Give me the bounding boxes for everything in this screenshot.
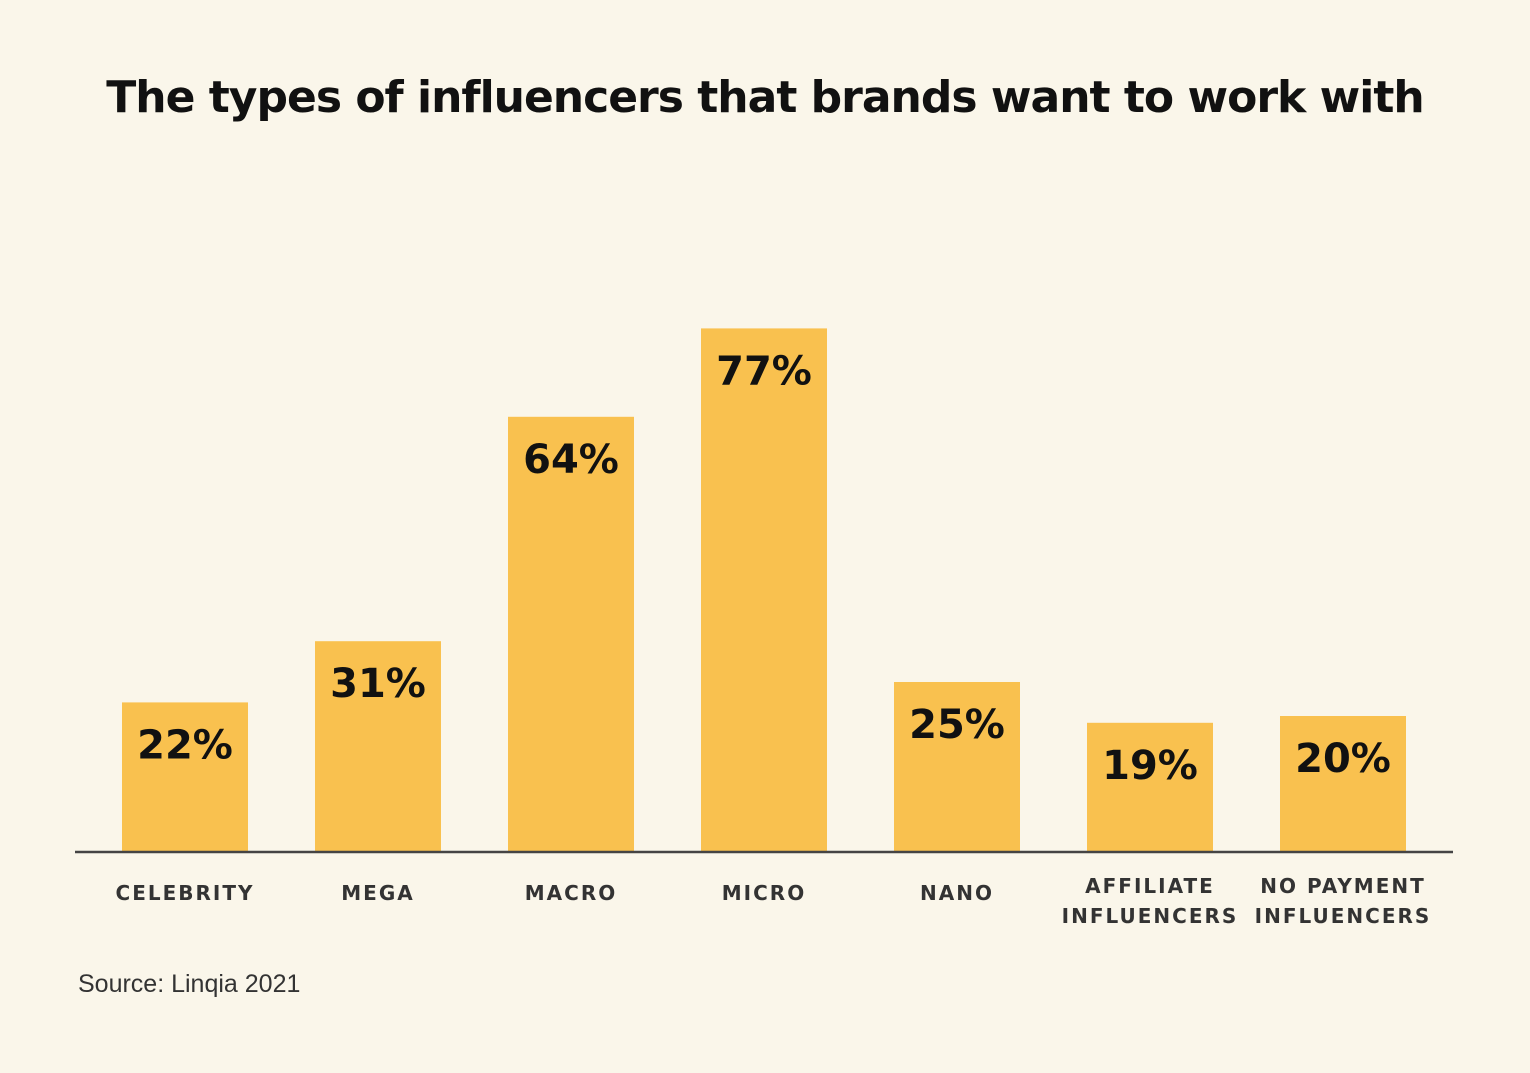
bar — [508, 416, 634, 852]
bar — [122, 702, 248, 852]
bar — [1087, 722, 1213, 852]
category-label: INFLUENCERS — [1255, 904, 1432, 928]
category-label: MACRO — [525, 881, 617, 905]
bar-value-label: 77% — [716, 348, 812, 394]
category-label: INFLUENCERS — [1062, 904, 1239, 928]
bar-value-label: 19% — [1102, 743, 1198, 789]
category-label: AFFILIATE — [1085, 874, 1215, 898]
value-labels-group: 22% 31% 64% 77% 25% 19% 20% — [137, 348, 1391, 788]
category-label: CELEBRITY — [116, 881, 255, 905]
bar — [894, 682, 1020, 852]
category-label: NANO — [920, 881, 994, 905]
bar-value-label: 31% — [330, 661, 426, 707]
bar-value-label: 64% — [523, 437, 619, 483]
category-labels-group: CELEBRITY MEGA MACRO MICRO NANO AFFILIATE INFL… — [116, 874, 1432, 928]
bar — [1280, 716, 1406, 852]
bars-group — [122, 328, 1406, 852]
bar — [315, 641, 441, 852]
bar-value-label: 20% — [1295, 736, 1391, 782]
bar-value-label: 22% — [137, 722, 233, 768]
bar-value-label: 25% — [909, 702, 1005, 748]
category-label: MEGA — [341, 881, 414, 905]
category-label: MICRO — [722, 881, 806, 905]
category-label: NO PAYMENT — [1260, 874, 1426, 898]
chart-title: The types of influencers that brands wan… — [106, 72, 1424, 123]
bar — [701, 328, 827, 852]
source-note: Source: Linqia 2021 — [78, 970, 301, 998]
